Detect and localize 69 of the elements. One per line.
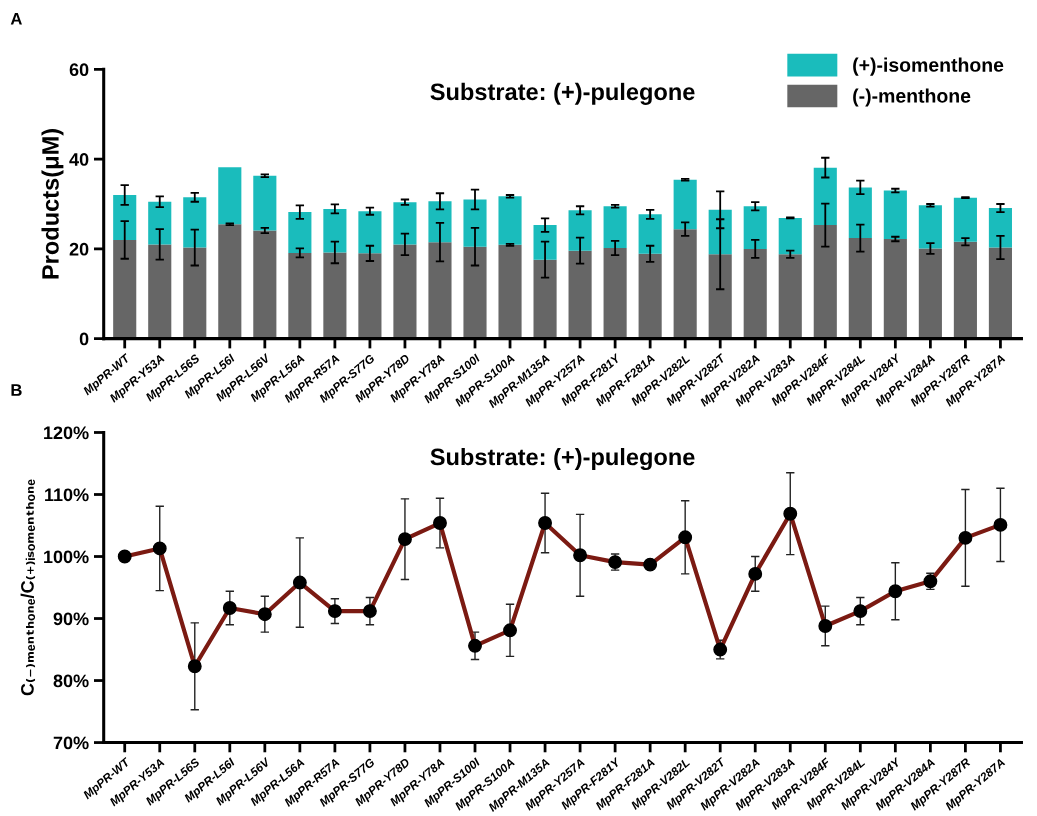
y-tick-label: 0	[79, 332, 89, 346]
y-tick-label: 120%	[44, 426, 89, 440]
bar	[183, 247, 207, 339]
bar	[743, 206, 767, 249]
bar	[848, 238, 872, 339]
legend-label: (-)-menthone	[853, 88, 971, 107]
bar	[428, 242, 452, 339]
y-tick-label: 90%	[53, 612, 89, 626]
bar	[183, 197, 207, 248]
text: B	[11, 384, 22, 396]
bar	[953, 197, 977, 242]
bar	[148, 201, 172, 245]
text: Substrate: (+)-pulegone	[430, 82, 695, 105]
bar	[568, 250, 592, 339]
bar	[113, 195, 137, 240]
bar	[218, 224, 242, 339]
bar	[358, 253, 382, 339]
bar	[323, 208, 347, 253]
bar	[533, 225, 557, 260]
y-tick-label: 100%	[44, 550, 89, 564]
bar	[953, 241, 977, 339]
bar	[428, 201, 452, 243]
bar	[883, 190, 907, 240]
bar	[393, 244, 417, 339]
y-tick-label: 70%	[53, 736, 89, 750]
y-axis-title: C₍₋₎ₘₑₙₜₕₒₙₑ/C₍₊₎ᵢₛₒₘₑₙₜₕₒₙₑ	[20, 479, 36, 696]
bar	[988, 247, 1012, 339]
bar	[673, 179, 697, 230]
bar	[218, 167, 242, 225]
text: A	[10, 13, 22, 25]
bar	[463, 246, 487, 339]
bar	[253, 175, 277, 231]
legend-label: (+)-isomenthone	[853, 57, 1004, 76]
bar	[918, 205, 942, 249]
bar	[883, 239, 907, 339]
y-tick-label: 110%	[45, 488, 89, 502]
bar	[358, 211, 382, 254]
bar	[813, 225, 837, 339]
bar	[988, 208, 1012, 248]
bar	[603, 206, 627, 248]
bar	[498, 196, 522, 245]
bar	[778, 217, 802, 255]
bar	[498, 244, 522, 339]
y-tick-label: 60	[69, 63, 89, 77]
bar	[288, 252, 312, 339]
bar	[638, 214, 662, 254]
bar	[113, 239, 137, 339]
bar	[708, 254, 732, 339]
bar	[813, 167, 837, 226]
bar	[393, 202, 417, 245]
bar	[568, 210, 592, 251]
y-axis-title: Products(μM)	[41, 129, 64, 279]
bar	[148, 244, 172, 339]
bar	[323, 252, 347, 339]
bar	[638, 253, 662, 339]
y-tick-label: 40	[69, 153, 89, 166]
bar	[463, 199, 487, 247]
bar	[743, 248, 767, 339]
bar	[253, 230, 277, 339]
text: Substrate: (+)-pulegone	[430, 447, 695, 471]
y-tick-label: 80%	[53, 674, 89, 688]
bar	[603, 247, 627, 339]
y-tick-label: 20	[69, 242, 89, 256]
bar	[778, 254, 802, 339]
bar	[673, 229, 697, 339]
bar	[848, 187, 872, 239]
bar	[288, 212, 312, 253]
bar	[533, 259, 557, 339]
bar	[918, 248, 942, 339]
